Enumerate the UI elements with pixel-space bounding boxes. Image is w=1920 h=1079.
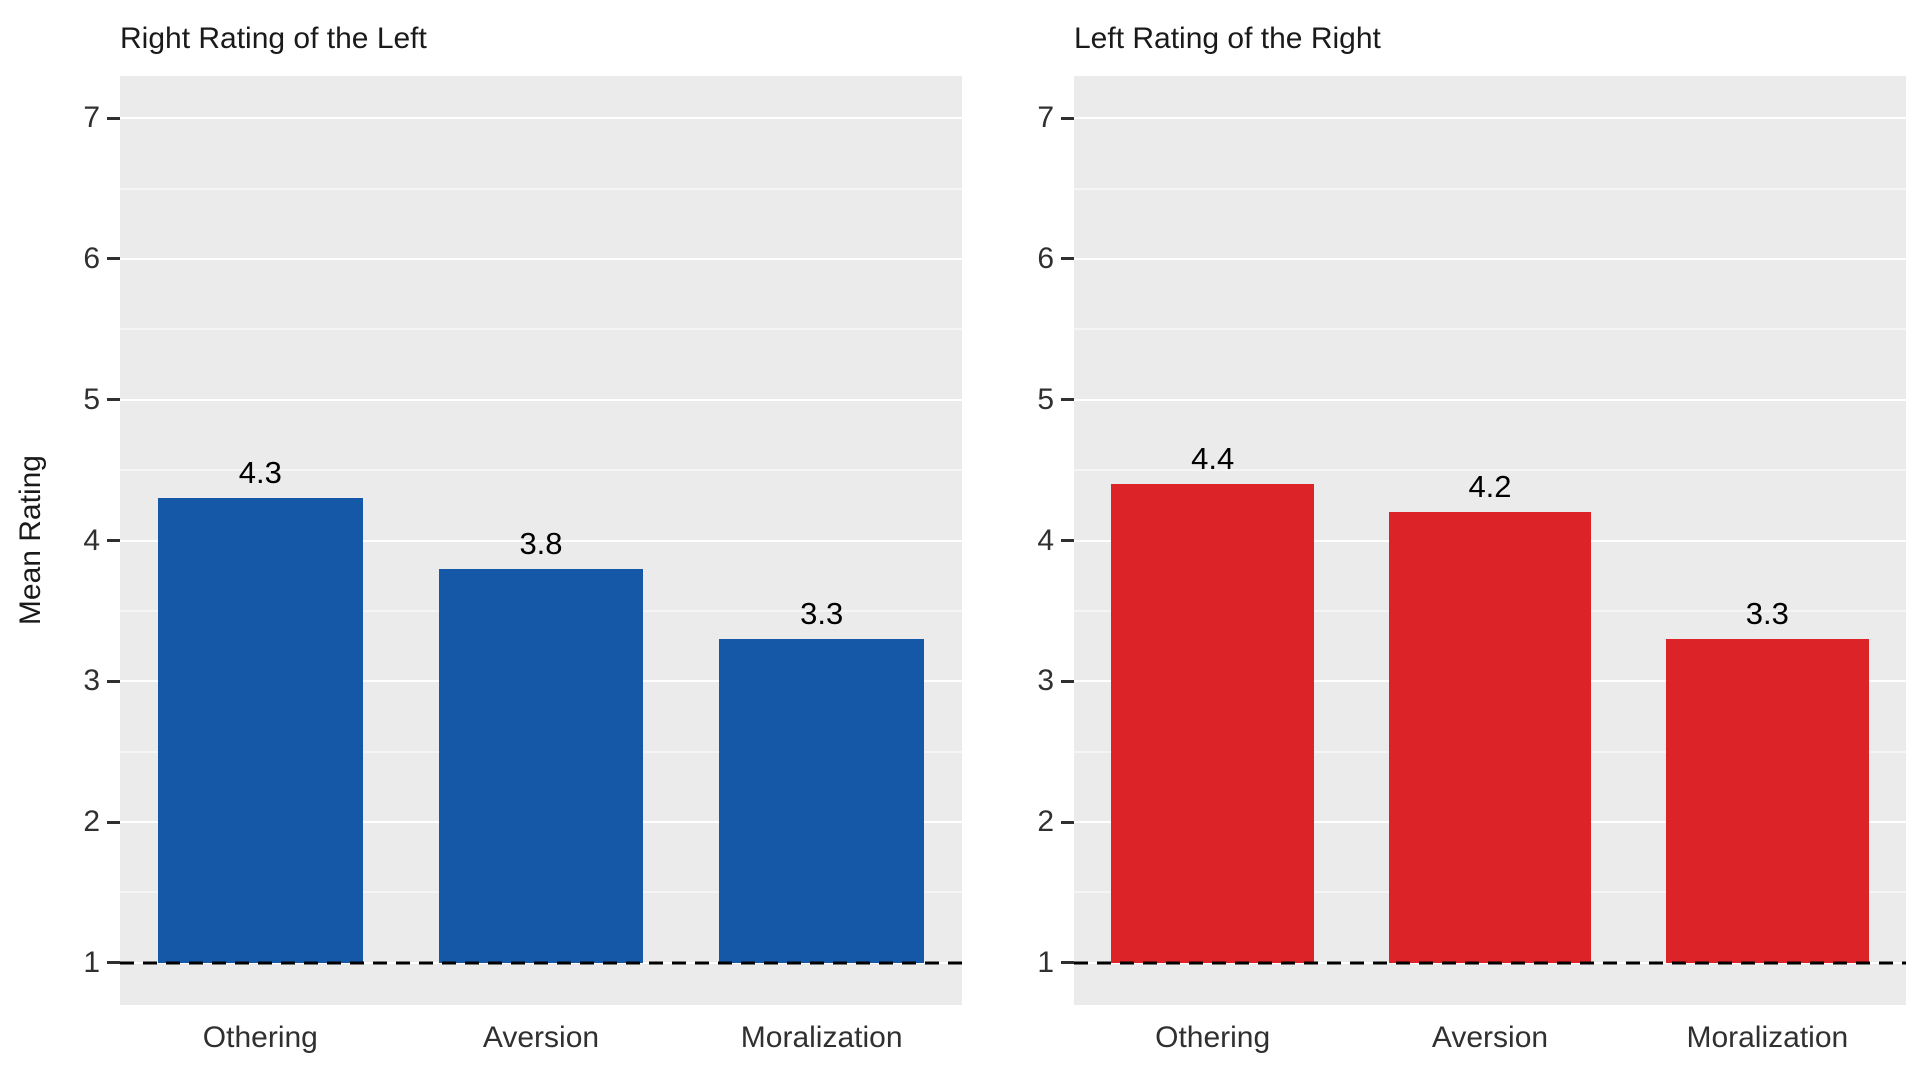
bar-othering [1111,484,1314,963]
y-tick: 3 [1037,664,1074,698]
y-tick-mark [107,679,120,683]
major-gridline [120,257,962,260]
x-tick-label: Aversion [482,1021,600,1054]
y-tick: 5 [1037,383,1074,417]
minor-gridline [120,188,962,190]
y-tick: 4 [1037,524,1074,558]
y-tick: 6 [83,242,120,276]
y-axis-right: 1 2 3 4 5 6 7 [1016,76,1074,1005]
y-tick-label: 3 [1037,664,1054,698]
y-tick: 4 [83,524,120,558]
plot-area-left: 4.3 3.8 3.3 [120,76,962,1005]
minor-gridline [1074,469,1906,471]
y-tick-mark [1061,539,1074,542]
bar-aversion [438,568,644,963]
bar-othering [157,498,363,963]
major-gridline [1074,398,1906,401]
y-tick: 1 [1037,946,1074,980]
x-tick-label: Moralization [1686,1021,1849,1054]
y-tick-mark [1061,257,1074,261]
y-tick: 1 [83,946,120,980]
x-tick-label: Othering [202,1021,318,1054]
minor-gridline [1074,188,1906,190]
y-tick-mark [107,398,120,402]
y-tick-label: 3 [83,664,100,698]
y-tick-mark [1061,961,1074,965]
y-tick-label: 2 [83,805,100,838]
chart-title-left: Right Rating of the Left [120,22,427,55]
bar-moralization [1666,639,1869,963]
y-tick: 6 [1037,242,1074,276]
bar-value-label: 3.3 [800,596,844,632]
bar-moralization [719,639,925,963]
major-gridline [120,117,962,120]
y-tick: 3 [83,664,120,698]
y-tick: 2 [1037,805,1074,839]
y-tick-label: 4 [83,523,100,557]
major-gridline [120,539,962,542]
chart-panel-left: Right Rating of the Left Mean Rating 1 2 3… [14,12,962,1079]
y-tick-label: 7 [83,101,100,135]
x-tick-label: Aversion [1431,1021,1549,1054]
y-tick-label: 1 [1037,945,1054,979]
y-tick-label: 4 [1037,523,1054,557]
major-gridline [120,398,962,401]
bar-value-label: 3.3 [1745,596,1789,632]
x-tick-label: Othering [1155,1021,1271,1054]
x-tick-label: Moralization [740,1021,903,1054]
x-axis-right: Othering Aversion Moralization [1074,1005,1906,1079]
y-tick-mark [1061,679,1074,683]
minor-gridline [120,469,962,471]
y-tick-mark [107,961,120,965]
x-axis-left: Othering Aversion Moralization [120,1005,962,1079]
y-tick: 2 [83,805,120,839]
baseline-dashed-line [120,961,962,965]
bar-value-label: 4.4 [1191,441,1235,477]
bar-aversion [1388,512,1592,963]
y-tick: 7 [1037,101,1074,135]
y-tick-label: 6 [83,241,100,275]
y-axis-title: Mean Rating [14,455,47,626]
y-tick-mark [1061,116,1074,120]
y-tick: 7 [83,101,120,135]
plot-area-right: 4.4 4.2 3.3 [1074,76,1906,1005]
chart-title-right: Left Rating of the Right [1074,22,1381,55]
major-gridline [1074,117,1906,120]
y-axis-left: 1 2 3 4 5 6 7 [62,76,120,1005]
y-tick-label: 1 [83,945,100,979]
y-tick-label: 5 [1037,382,1054,416]
y-tick: 5 [83,383,120,417]
chart-panel-right: Left Rating of the Right 1 2 3 4 5 6 7 4.4 4.2 3… [1016,12,1906,1079]
y-tick-label: 6 [1037,241,1054,275]
minor-gridline [1074,328,1906,330]
baseline-dashed-line [1074,961,1906,965]
y-tick-mark [107,257,120,261]
y-tick-label: 2 [1037,805,1054,838]
y-tick-mark [107,539,120,542]
y-tick-mark [107,116,120,120]
minor-gridline [120,328,962,330]
bar-value-label: 4.3 [238,455,282,491]
major-gridline [1074,257,1906,260]
y-tick-label: 5 [83,382,100,416]
bar-value-label: 3.8 [519,525,563,561]
y-tick-mark [107,820,120,824]
y-tick-mark [1061,820,1074,824]
y-tick-mark [1061,398,1074,402]
y-tick-label: 7 [1037,101,1054,135]
bar-value-label: 4.2 [1468,469,1512,505]
